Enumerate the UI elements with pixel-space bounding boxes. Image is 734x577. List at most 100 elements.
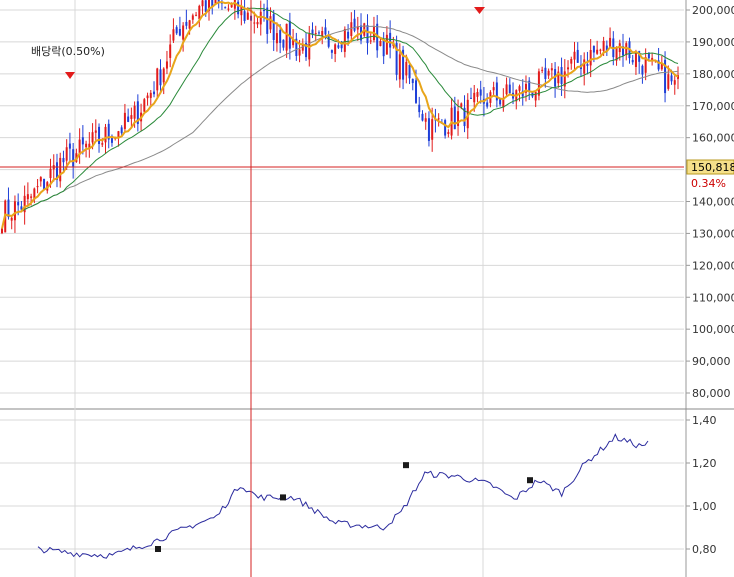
candle-body bbox=[599, 49, 602, 51]
candle-body bbox=[537, 71, 540, 96]
candle-body bbox=[49, 168, 52, 179]
candle-body bbox=[524, 83, 527, 93]
last-price-box bbox=[686, 159, 734, 175]
candle-body bbox=[605, 45, 608, 51]
candle-body bbox=[230, 3, 233, 8]
candle-body bbox=[385, 34, 388, 55]
candle-body bbox=[343, 28, 346, 52]
candle-body bbox=[622, 46, 625, 56]
candle-body bbox=[431, 119, 434, 140]
candle-body bbox=[421, 113, 424, 121]
candle-body bbox=[427, 118, 430, 141]
candle-body bbox=[408, 64, 411, 79]
candle-body bbox=[298, 49, 301, 56]
peak-arrow-icon bbox=[474, 7, 485, 14]
candle-body bbox=[201, 0, 204, 7]
candle-body bbox=[334, 44, 337, 54]
candle-body bbox=[437, 118, 440, 120]
candle-body bbox=[634, 52, 637, 67]
candle-body bbox=[110, 135, 113, 143]
candle-body bbox=[272, 14, 275, 41]
candle-body bbox=[544, 67, 547, 79]
indicator-tick-label: 1,20 bbox=[692, 457, 717, 470]
candle-body bbox=[644, 57, 647, 73]
candle-body bbox=[81, 137, 84, 145]
change-pct-label: 0.34% bbox=[691, 177, 726, 190]
candle-body bbox=[596, 49, 599, 54]
candle-body bbox=[292, 39, 295, 46]
candle-body bbox=[469, 97, 472, 99]
candle-body bbox=[256, 22, 259, 25]
candle-body bbox=[253, 22, 256, 24]
candle-body bbox=[447, 132, 450, 134]
candle-body bbox=[615, 47, 618, 61]
candle-body bbox=[68, 143, 71, 149]
candle-body bbox=[30, 196, 33, 198]
candle-body bbox=[269, 16, 272, 30]
sma-short-line bbox=[1, 1, 679, 229]
candle-body bbox=[159, 69, 162, 86]
candle-body bbox=[282, 39, 285, 48]
candle-body bbox=[262, 10, 265, 12]
candle-body bbox=[208, 0, 211, 11]
candle-body bbox=[460, 103, 463, 107]
candle-body bbox=[162, 68, 165, 83]
candle-body bbox=[1, 228, 3, 234]
candle-body bbox=[146, 95, 149, 99]
candle-body bbox=[586, 64, 589, 66]
candle-body bbox=[101, 143, 104, 145]
crosshair bbox=[0, 0, 684, 577]
candle-body bbox=[395, 42, 398, 75]
candle-body bbox=[7, 199, 10, 218]
candle-body bbox=[317, 32, 320, 34]
candle-body bbox=[153, 91, 156, 95]
candle-body bbox=[107, 123, 110, 140]
candle-body bbox=[660, 63, 663, 70]
candle-body bbox=[398, 54, 401, 80]
candle-body bbox=[330, 50, 333, 53]
candle-body bbox=[23, 195, 26, 213]
indicator-marker bbox=[280, 494, 286, 501]
candle-body bbox=[259, 11, 262, 25]
candle-body bbox=[123, 112, 126, 129]
candle-body bbox=[314, 33, 317, 35]
indicator-marker bbox=[403, 462, 409, 469]
candle-body bbox=[165, 61, 168, 69]
candle-body bbox=[17, 202, 20, 206]
candle-body bbox=[275, 33, 278, 44]
candle-body bbox=[502, 98, 505, 108]
candle-body bbox=[453, 106, 456, 130]
candle-body bbox=[120, 127, 123, 134]
indicator-tick-label: 1,00 bbox=[692, 500, 717, 513]
candle-body bbox=[657, 60, 660, 70]
grid-lines bbox=[0, 0, 684, 577]
indicator-marker bbox=[155, 546, 161, 552]
candle-body bbox=[625, 43, 628, 55]
candle-body bbox=[288, 20, 291, 49]
price-tick-label: 110,000 bbox=[692, 291, 734, 304]
candle-body bbox=[347, 31, 350, 39]
candle-body bbox=[573, 51, 576, 60]
candle-body bbox=[243, 11, 246, 21]
candle-body bbox=[366, 25, 369, 44]
candle-body bbox=[240, 6, 243, 16]
candle-body bbox=[233, 0, 236, 9]
candle-body bbox=[518, 86, 521, 91]
candle-body bbox=[26, 194, 29, 200]
candle-body bbox=[172, 29, 175, 41]
candle-body bbox=[188, 20, 191, 29]
candle-body bbox=[647, 52, 650, 59]
candle-body bbox=[43, 178, 46, 190]
sma-long-line bbox=[1, 25, 679, 229]
candle-body bbox=[589, 50, 592, 66]
candle-body bbox=[356, 26, 359, 30]
candle-body bbox=[557, 71, 560, 84]
candle-body bbox=[143, 99, 146, 112]
indicator-line bbox=[37, 433, 649, 559]
candle-body bbox=[20, 206, 23, 210]
candle-body bbox=[528, 80, 531, 92]
candle-body bbox=[667, 74, 670, 89]
candle-body bbox=[237, 1, 240, 15]
candle-body bbox=[246, 12, 249, 20]
